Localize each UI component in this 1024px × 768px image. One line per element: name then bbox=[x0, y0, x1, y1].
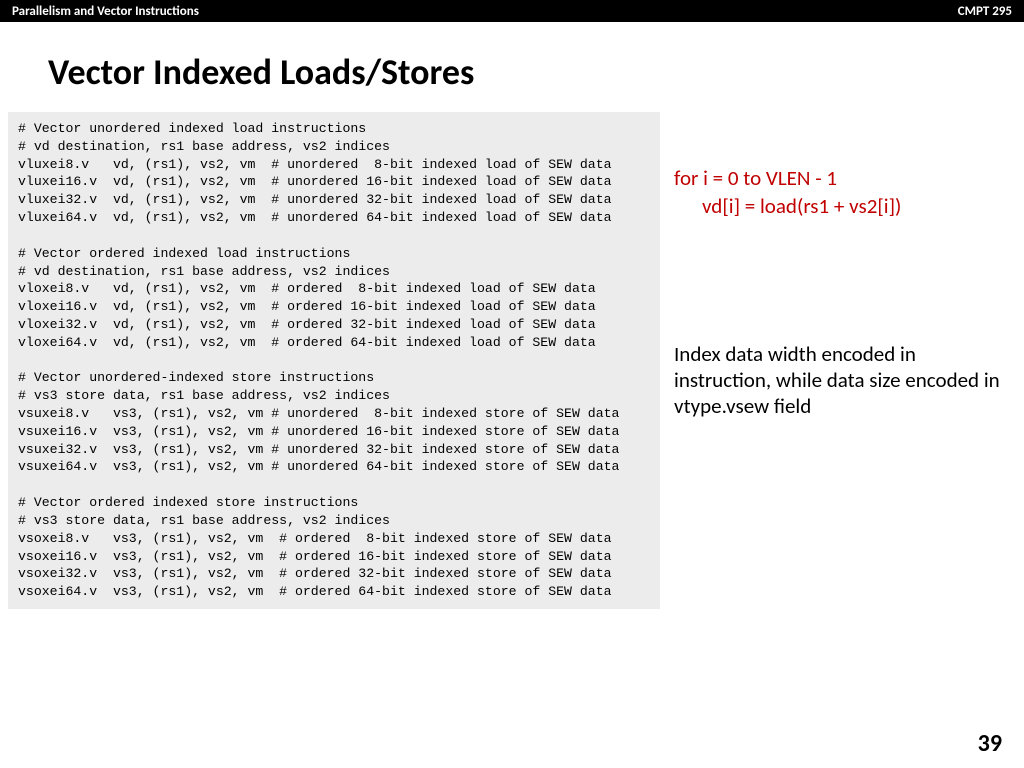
content-row: # Vector unordered indexed load instruct… bbox=[0, 112, 1024, 609]
code-listing: # Vector unordered indexed load instruct… bbox=[8, 112, 660, 609]
header-left: Parallelism and Vector Instructions bbox=[12, 4, 199, 19]
header-bar: Parallelism and Vector Instructions CMPT… bbox=[0, 0, 1024, 22]
pseudo-line-1: for i = 0 to VLEN - 1 bbox=[674, 164, 1004, 192]
page-number: 39 bbox=[978, 729, 1002, 758]
pseudo-line-2: vd[i] = load(rs1 + vs2[i]) bbox=[674, 192, 1004, 220]
slide-title: Vector Indexed Loads/Stores bbox=[48, 50, 1024, 94]
explanatory-note: Index data width encoded in instruction,… bbox=[674, 341, 1004, 420]
header-right: CMPT 295 bbox=[958, 4, 1012, 19]
pseudocode: for i = 0 to VLEN - 1 vd[i] = load(rs1 +… bbox=[674, 164, 1004, 221]
side-notes: for i = 0 to VLEN - 1 vd[i] = load(rs1 +… bbox=[674, 112, 1004, 609]
